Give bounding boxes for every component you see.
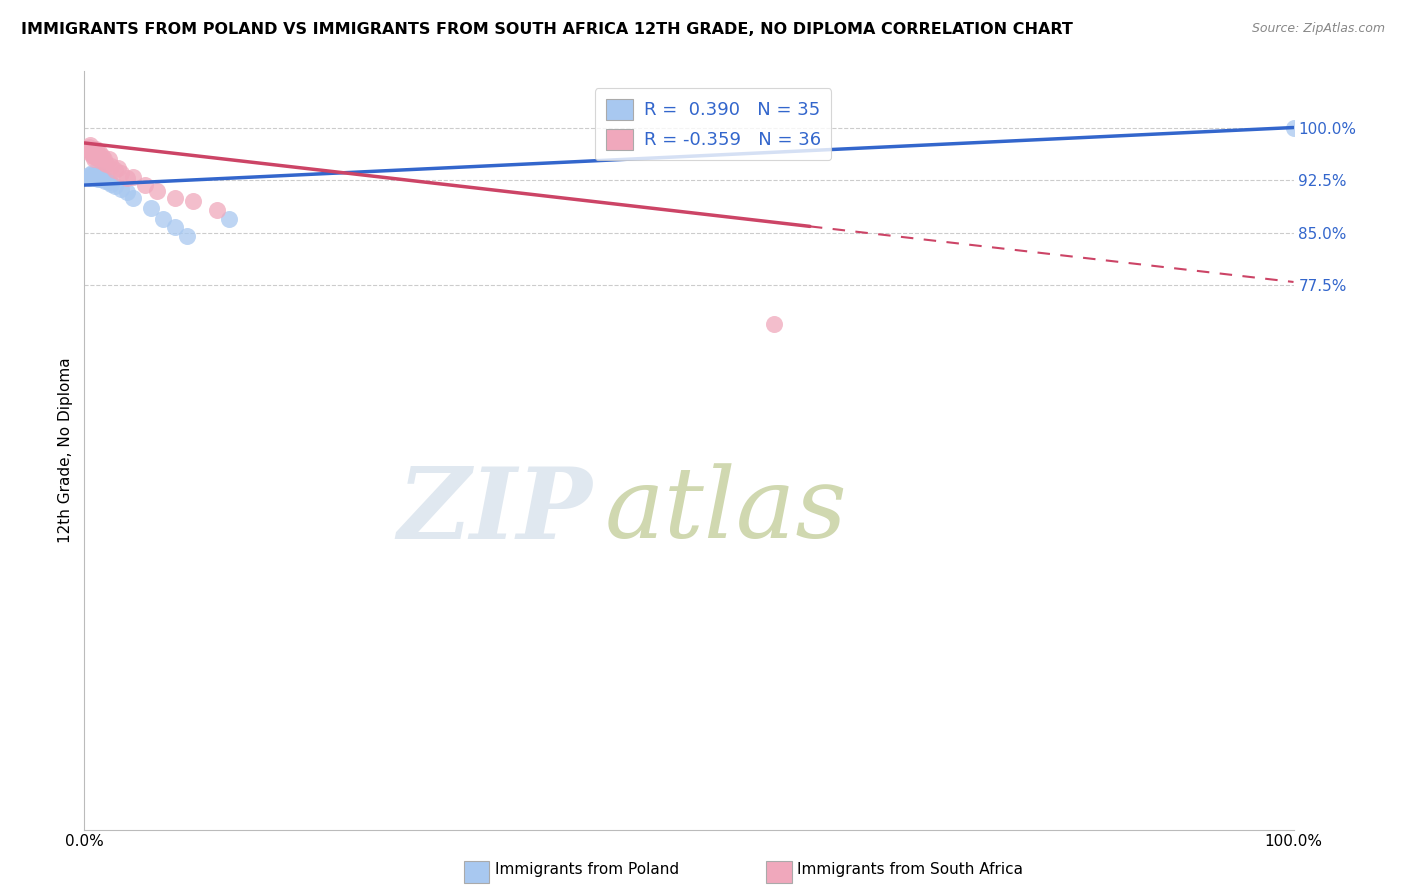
Point [89, 168, 111, 182]
Point [94, 173, 117, 187]
Point [94, 157, 117, 171]
Point [84, 150, 107, 164]
Point [84, 171, 107, 186]
Point [97, 152, 120, 166]
Point [146, 184, 169, 198]
Text: IMMIGRANTS FROM POLAND VS IMMIGRANTS FROM SOUTH AFRICA 12TH GRADE, NO DIPLOMA CO: IMMIGRANTS FROM POLAND VS IMMIGRANTS FRO… [21, 22, 1073, 37]
Point [100, 159, 122, 173]
Point [104, 178, 127, 193]
Point [82, 168, 104, 182]
Point [93, 152, 115, 166]
Point [165, 191, 187, 205]
Point [762, 317, 785, 331]
Point [107, 161, 129, 176]
Point [121, 169, 143, 184]
Point [94, 174, 117, 188]
Point [218, 211, 240, 226]
Point [1282, 120, 1305, 135]
Point [90, 169, 112, 184]
Point [134, 178, 156, 193]
Point [91, 172, 114, 186]
Point [80, 166, 103, 180]
Point [207, 203, 229, 218]
Point [82, 148, 104, 162]
Point [90, 171, 112, 186]
Point [82, 142, 104, 156]
Point [115, 185, 138, 199]
Point [83, 143, 105, 157]
Point [86, 168, 108, 182]
Point [83, 168, 105, 182]
Point [76, 142, 98, 156]
Point [110, 166, 132, 180]
Point [152, 211, 174, 226]
Point [86, 169, 108, 184]
Point [87, 145, 110, 160]
Text: atlas: atlas [605, 464, 846, 558]
Point [86, 147, 108, 161]
Point [83, 152, 105, 166]
Point [91, 148, 114, 162]
Point [94, 155, 117, 169]
Y-axis label: 12th Grade, No Diploma: 12th Grade, No Diploma [58, 358, 73, 543]
Point [77, 169, 100, 184]
Point [86, 142, 108, 156]
Point [77, 145, 100, 160]
Point [110, 182, 132, 196]
Point [90, 154, 112, 169]
Point [82, 169, 104, 184]
Point [79, 138, 101, 153]
Point [181, 194, 204, 209]
Point [86, 152, 108, 166]
Text: Immigrants from Poland: Immigrants from Poland [495, 863, 679, 877]
Point [84, 145, 107, 160]
Point [176, 229, 198, 244]
Point [165, 220, 187, 235]
Point [97, 175, 120, 189]
Point [79, 171, 101, 186]
Text: ZIP: ZIP [398, 463, 592, 559]
Point [104, 162, 127, 177]
Text: Source: ZipAtlas.com: Source: ZipAtlas.com [1251, 22, 1385, 36]
Point [89, 150, 111, 164]
Point [100, 177, 122, 191]
Point [77, 140, 100, 154]
Point [86, 171, 108, 186]
Point [121, 191, 143, 205]
Point [93, 171, 115, 186]
Point [80, 146, 103, 161]
Point [89, 171, 111, 186]
Legend: R =  0.390   N = 35, R = -0.359   N = 36: R = 0.390 N = 35, R = -0.359 N = 36 [595, 88, 831, 161]
Point [115, 171, 138, 186]
Point [139, 201, 162, 215]
Point [87, 148, 110, 162]
Point [77, 168, 100, 182]
Text: Immigrants from South Africa: Immigrants from South Africa [797, 863, 1024, 877]
Point [86, 171, 108, 186]
Point [79, 143, 101, 157]
Point [83, 170, 105, 185]
Point [87, 169, 110, 184]
Point [84, 169, 107, 183]
